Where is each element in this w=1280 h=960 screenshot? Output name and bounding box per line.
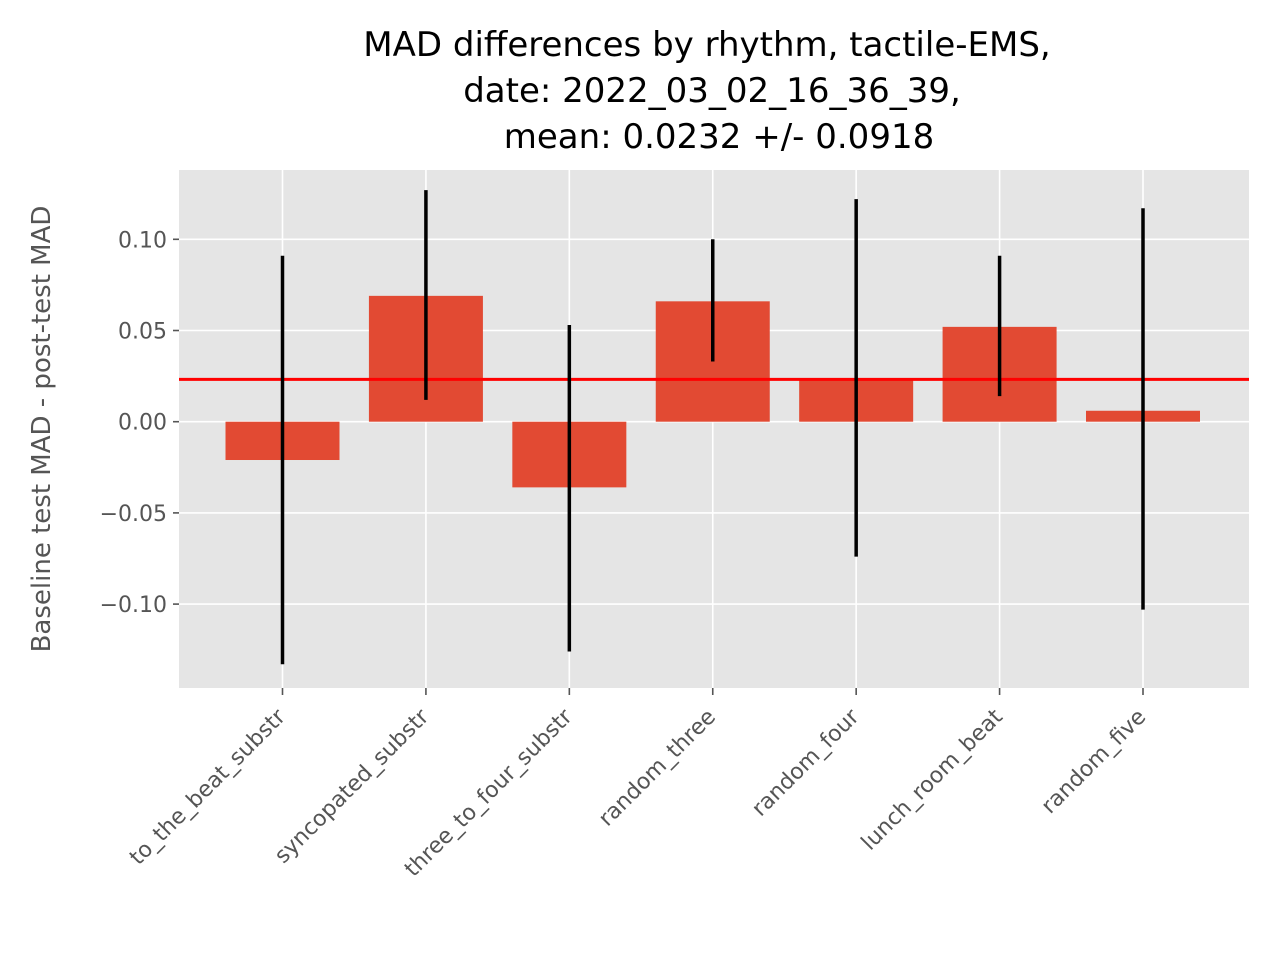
y-tick-label: −0.05 — [100, 502, 167, 527]
y-axis-ticks: −0.10 −0.05 0.00 0.05 0.10 — [100, 228, 179, 618]
title-line-2: date: 2022_03_02_16_36_39, — [463, 71, 961, 111]
x-tick-label: random_four — [747, 704, 865, 822]
y-axis-label: Baseline test MAD - post-test MAD — [27, 206, 57, 653]
x-tick-label: three_to_four_substr — [400, 704, 578, 882]
title-line-1: MAD differences by rhythm, tactile-EMS, — [363, 25, 1050, 65]
chart-title: MAD differences by rhythm, tactile-EMS, … — [363, 25, 1050, 157]
x-tick-label: lunch_room_beat — [857, 704, 1008, 855]
y-tick-label: 0.10 — [118, 228, 167, 253]
x-tick-label: syncopated_substr — [270, 704, 435, 869]
title-line-3: mean: 0.0232 +/- 0.0918 — [504, 117, 934, 157]
x-tick-label: to_the_beat_substr — [125, 704, 291, 870]
error-bars — [280, 190, 1145, 665]
y-tick-label: −0.10 — [100, 593, 167, 618]
y-tick-label: 0.00 — [118, 411, 167, 436]
x-tick-label: random_five — [1037, 705, 1151, 819]
y-tick-label: 0.05 — [118, 320, 167, 345]
x-tick-label: random_three — [594, 705, 721, 832]
x-axis-ticks: to_the_beat_substrsyncopated_substrthree… — [125, 688, 1151, 882]
